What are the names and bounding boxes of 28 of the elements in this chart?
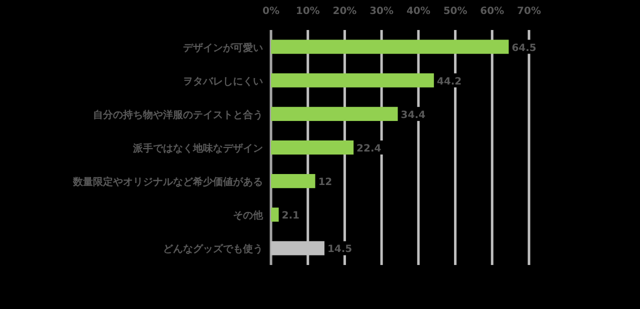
x-tick-label: 20% — [332, 6, 357, 17]
y-tick-label: その他 — [233, 210, 264, 222]
x-tick-label: 0% — [262, 6, 280, 17]
y-tick-label: ヲタバレしにくい — [183, 76, 263, 88]
data-label: 22.4 — [356, 144, 382, 154]
x-tick-label: 10% — [296, 6, 320, 17]
x-tick-label: 50% — [443, 6, 468, 17]
y-tick-label: 派手ではなく地味なデザイン — [132, 142, 263, 154]
y-tick-label: デザインが可愛い — [183, 42, 263, 54]
data-label: 14.5 — [327, 244, 352, 256]
y-tick-label: どんなグッズでも使う — [163, 243, 263, 256]
bar — [271, 208, 279, 222]
data-label: 64.5 — [512, 42, 536, 54]
data-label: 2.1 — [282, 210, 300, 222]
x-tick-label: 30% — [370, 6, 394, 17]
x-tick-label: 40% — [406, 6, 430, 17]
y-tick-label: 数量限定やオリジナルなど希少価値がある — [72, 176, 263, 188]
data-label: 34.4 — [400, 110, 426, 121]
bar — [271, 106, 398, 121]
bar — [271, 40, 509, 54]
x-tick-label: 70% — [517, 6, 541, 17]
y-tick-label: 自分の持ち物や洋服のテイストと合う — [93, 108, 263, 121]
bar — [271, 73, 434, 88]
x-tick-label: 60% — [480, 6, 504, 17]
bar — [271, 174, 316, 188]
data-label: 12 — [318, 177, 332, 188]
data-label: 44.2 — [436, 76, 462, 88]
bar — [271, 140, 354, 155]
